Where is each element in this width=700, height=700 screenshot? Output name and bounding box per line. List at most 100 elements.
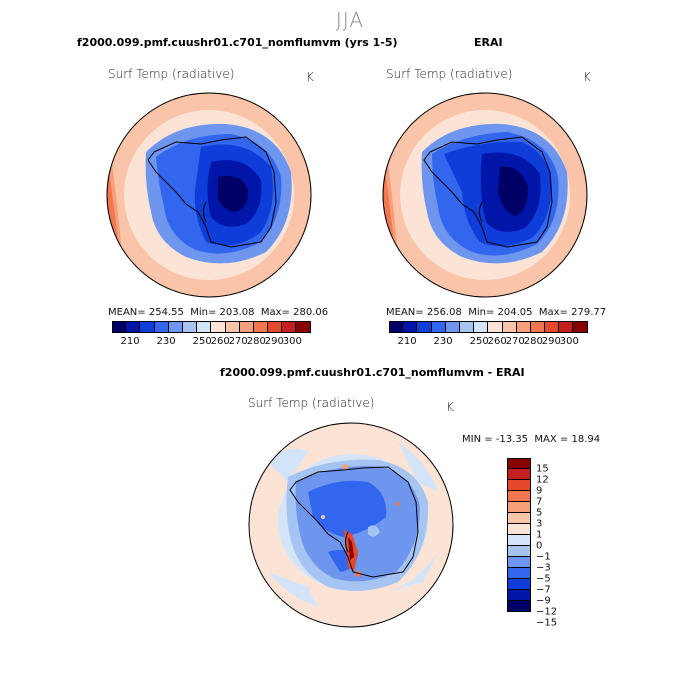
colorbar-cell [507,546,531,557]
panel1-stats: MEAN= 254.55 Min= 203.08 Max= 280.06 [108,307,328,318]
colorbar-cell [168,321,183,333]
panel1-title: f2000.099.pmf.cuushr01.c701_nomflumvm (y… [77,36,398,49]
colorbar-tick-label: 280 [246,336,266,347]
colorbar-cell [488,321,503,333]
colorbar-tick-label: 230 [433,336,453,347]
colorbar-cell [507,513,531,524]
panel2-mean-label: MEAN= [386,307,424,318]
colorbar-cell [253,321,269,333]
colorbar-cell [507,480,531,491]
colorbar-cell [296,321,311,333]
colorbar-cell [403,321,418,333]
colorbar-tick-label: 270 [228,336,248,347]
diff-map [248,422,454,628]
colorbar-cell [268,321,283,333]
panel2-units: K [583,70,591,84]
colorbar-tick-label: 15 [536,463,549,475]
colorbar-cell [516,321,531,333]
colorbar-tick-label: 250 [192,336,212,347]
panel1-min: 203.08 [219,307,255,318]
colorbar-cell [417,321,432,333]
colorbar-cell [507,535,531,546]
colorbar-cell [530,321,546,333]
panel1-mean: 254.55 [148,307,184,318]
diff-min: -13.35 [495,434,529,445]
panel2-title: ERAI [474,36,503,49]
colorbar-cell [507,502,531,513]
colorbar-tick-label: −15 [536,617,558,629]
colorbar-tick-label: −3 [536,562,551,574]
colorbar-cell [182,321,198,333]
colorbar-cell [559,321,574,333]
colorbar-tick-label: −5 [536,573,551,585]
colorbar-tick-label: 9 [536,485,543,497]
colorbar-cell [507,491,531,502]
panel2-min: 204.05 [497,307,533,318]
colorbar-tick-label: 260 [210,336,230,347]
colorbar-cell [431,321,446,333]
colorbar-cell [573,321,588,333]
colorbar-cell [507,590,531,601]
panel2-variable: Surf Temp (radiative) [386,67,513,81]
colorbar-tick-label: 230 [156,336,176,347]
season-title: JJA [335,8,365,32]
panel1-mean-label: MEAN= [108,307,146,318]
diff-variable: Surf Temp (radiative) [248,396,375,410]
colorbar-cell [154,321,169,333]
colorbar-cell [507,458,531,469]
colorbar-cell [507,557,531,568]
panel1-min-label: Min= [190,307,217,318]
colorbar-tick-label: 1 [536,529,543,541]
colorbar-cell [507,579,531,590]
diff-colorbar-labels: 15 12 9 7 5 3 1 0 −1 −3 −5 −7 −9 −12 −15 [536,458,576,629]
panel2-max-label: Max= [538,307,568,318]
colorbar-tick-label: 280 [523,336,543,347]
diff-max: 18.94 [571,434,601,445]
panel2-min-label: Min= [468,307,495,318]
panel1-colorbar [112,321,311,333]
panel2-colorbar-labels: 210 230 250 260 270 280 290 300 [389,336,588,348]
colorbar-cell [474,321,489,333]
colorbar-cell [545,321,560,333]
colorbar-tick-label: 7 [536,496,543,508]
colorbar-cell [389,321,404,333]
colorbar-tick-label: −9 [536,595,551,607]
diff-title: f2000.099.pmf.cuushr01.c701_nomflumvm - … [220,366,525,379]
panel2-max: 279.77 [571,307,607,318]
colorbar-tick-label: 210 [120,336,140,347]
colorbar-cell [445,321,460,333]
diff-min-label: MIN = [462,434,493,445]
colorbar-tick-label: 270 [505,336,525,347]
colorbar-tick-label: 0 [536,540,543,552]
colorbar-cell [459,321,475,333]
colorbar-cell [140,321,155,333]
panel1-max-label: Max= [260,307,290,318]
panel1-units: K [306,70,314,84]
colorbar-cell [507,524,531,535]
colorbar-cell [282,321,297,333]
panel1-variable: Surf Temp (radiative) [108,67,235,81]
panel2-map [382,92,588,298]
panel1-map [106,92,312,298]
colorbar-tick-label: 210 [397,336,417,347]
panel2-colorbar [389,321,588,333]
panel1-max: 280.06 [293,307,329,318]
diff-units: K [446,400,454,414]
colorbar-tick-label: −1 [536,551,551,563]
colorbar-tick-label: −12 [536,606,558,618]
colorbar-tick-label: 12 [536,474,549,486]
colorbar-tick-label: 290 [264,336,284,347]
panel1-colorbar-labels: 210 230 250 260 270 280 290 300 [112,336,311,348]
colorbar-tick-label: 260 [487,336,507,347]
colorbar-tick-label: −7 [536,584,551,596]
colorbar-cell [126,321,141,333]
colorbar-tick-label: 3 [536,518,543,530]
panel2-mean: 256.08 [426,307,462,318]
colorbar-cell [507,601,531,612]
colorbar-cell [502,321,517,333]
colorbar-cell [197,321,212,333]
colorbar-cell [225,321,240,333]
colorbar-cell [211,321,226,333]
colorbar-tick-label: 250 [469,336,489,347]
colorbar-tick-label: 300 [282,336,302,347]
